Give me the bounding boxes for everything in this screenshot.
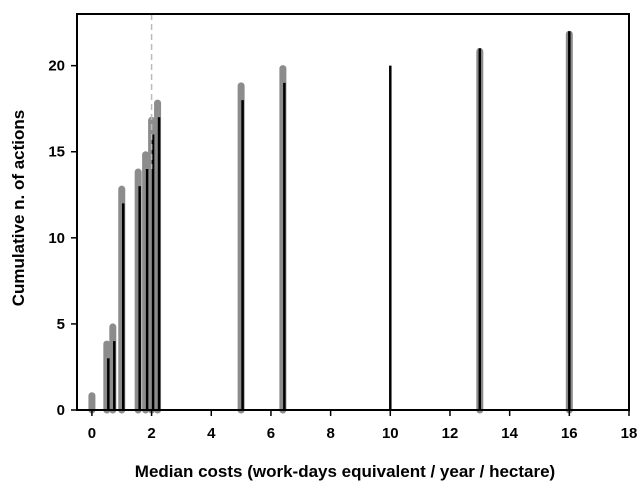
x-tick-label: 0 <box>88 425 96 442</box>
black-bar-series <box>107 31 571 410</box>
x-axis-ticks: 0 2 4 6 8 10 12 14 16 18 <box>88 410 638 442</box>
y-tick-label: 5 <box>57 316 65 333</box>
x-tick-label: 18 <box>621 425 638 442</box>
x-tick-label: 2 <box>147 425 155 442</box>
y-tick-label: 0 <box>57 402 65 419</box>
x-tick-label: 6 <box>267 425 275 442</box>
y-axis-title: Cumulative n. of actions <box>9 110 28 306</box>
x-tick-label: 16 <box>561 425 578 442</box>
plot-frame <box>76 13 630 411</box>
x-tick-label: 4 <box>207 425 216 442</box>
gray-bar-series <box>88 30 573 414</box>
x-tick-label: 10 <box>382 425 399 442</box>
y-axis-ticks: 0 5 10 15 20 <box>48 58 77 419</box>
y-tick-label: 20 <box>48 58 65 75</box>
x-tick-label: 14 <box>501 425 518 442</box>
x-axis-title: Median costs (work-days equivalent / yea… <box>135 462 555 481</box>
x-tick-label: 12 <box>442 425 459 442</box>
y-tick-label: 15 <box>48 144 65 161</box>
y-tick-label: 10 <box>48 230 65 247</box>
x-tick-label: 8 <box>326 425 334 442</box>
